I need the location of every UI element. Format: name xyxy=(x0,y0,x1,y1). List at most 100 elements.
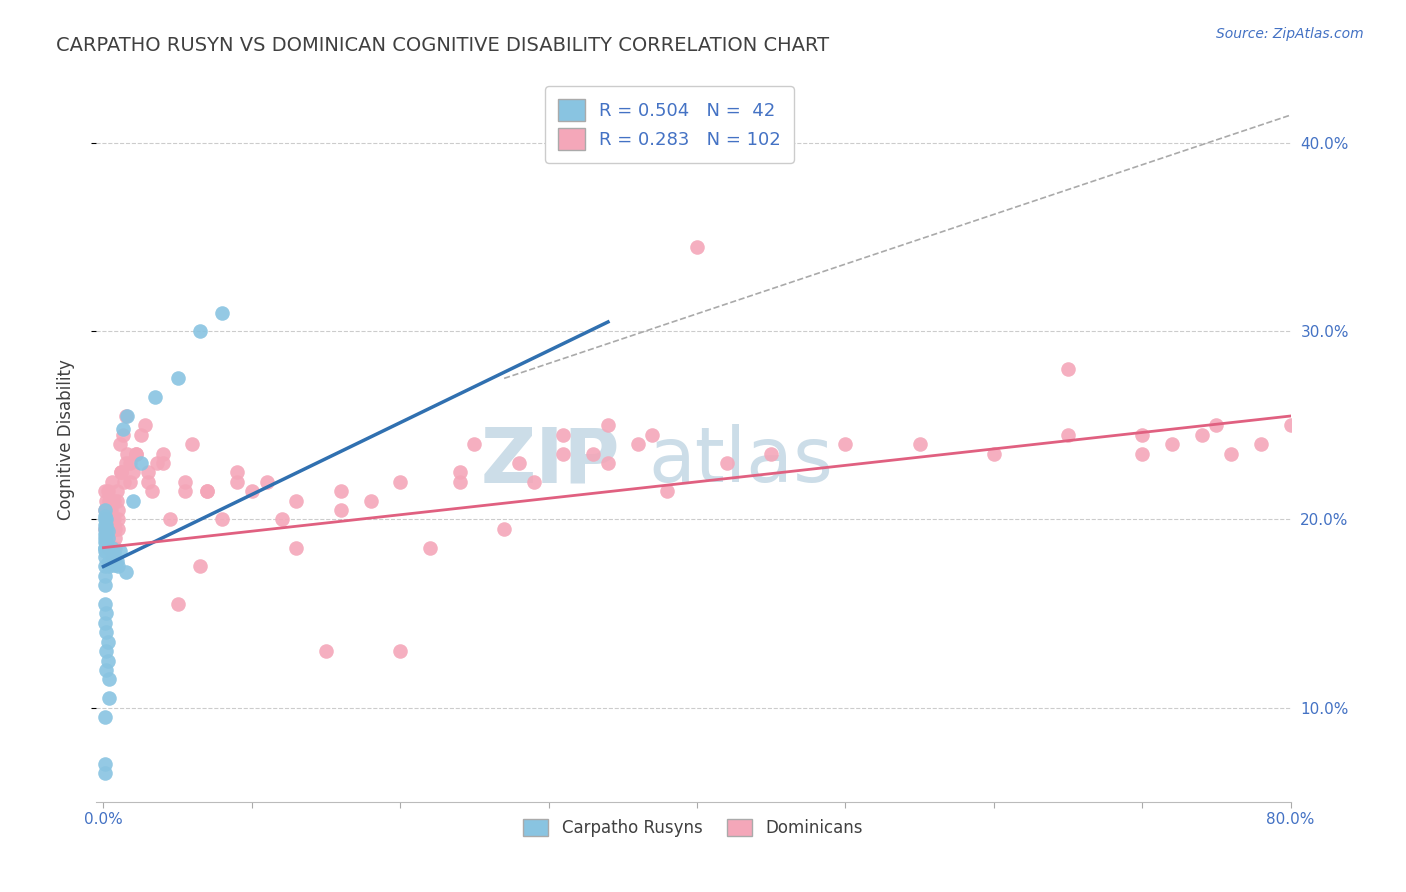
Point xyxy=(129,427,152,442)
Point xyxy=(100,512,122,526)
Point xyxy=(114,565,136,579)
Point xyxy=(596,418,619,433)
Point xyxy=(101,550,124,565)
Point xyxy=(98,546,121,560)
Point xyxy=(97,634,120,648)
Point xyxy=(94,541,117,555)
Point xyxy=(100,546,122,560)
Point xyxy=(96,531,118,545)
Point xyxy=(360,493,382,508)
Point xyxy=(94,508,117,523)
Point xyxy=(834,437,856,451)
Point xyxy=(94,550,117,565)
Point xyxy=(108,437,131,451)
Point xyxy=(523,475,546,489)
Point xyxy=(115,409,138,423)
Point xyxy=(101,475,124,489)
Point xyxy=(120,456,142,470)
Point xyxy=(96,493,118,508)
Point xyxy=(104,558,127,572)
Point xyxy=(96,522,118,536)
Point xyxy=(94,503,117,517)
Point xyxy=(114,456,136,470)
Point xyxy=(174,475,197,489)
Point xyxy=(97,484,120,499)
Point xyxy=(152,447,174,461)
Point xyxy=(101,541,124,555)
Point xyxy=(125,447,148,461)
Point xyxy=(103,493,125,508)
Point xyxy=(103,512,125,526)
Point xyxy=(100,522,122,536)
Point xyxy=(97,541,120,555)
Text: atlas: atlas xyxy=(648,425,834,499)
Point xyxy=(94,766,117,780)
Point xyxy=(761,447,783,461)
Point xyxy=(112,475,135,489)
Point xyxy=(94,710,117,724)
Point xyxy=(449,475,471,489)
Point xyxy=(120,475,142,489)
Point xyxy=(96,527,118,541)
Point xyxy=(166,597,188,611)
Point xyxy=(389,644,412,658)
Point xyxy=(97,531,120,545)
Point xyxy=(111,427,134,442)
Point xyxy=(98,691,121,706)
Point xyxy=(686,240,709,254)
Point xyxy=(98,512,121,526)
Point xyxy=(181,437,204,451)
Point xyxy=(285,541,308,555)
Point xyxy=(104,531,127,545)
Point xyxy=(107,522,129,536)
Point xyxy=(240,484,263,499)
Text: ZIP: ZIP xyxy=(481,425,620,499)
Point xyxy=(641,427,664,442)
Text: CARPATHO RUSYN VS DOMINICAN COGNITIVE DISABILITY CORRELATION CHART: CARPATHO RUSYN VS DOMINICAN COGNITIVE DI… xyxy=(56,36,830,54)
Point xyxy=(104,522,127,536)
Point xyxy=(145,390,167,404)
Point xyxy=(122,493,145,508)
Point xyxy=(329,503,352,517)
Point xyxy=(983,447,1005,461)
Point xyxy=(110,466,132,480)
Point xyxy=(188,324,211,338)
Point xyxy=(94,522,117,536)
Point xyxy=(627,437,650,451)
Point xyxy=(226,475,249,489)
Point xyxy=(94,531,117,545)
Point xyxy=(105,493,128,508)
Point xyxy=(97,531,120,545)
Point xyxy=(125,447,148,461)
Point xyxy=(136,475,159,489)
Point xyxy=(1220,447,1243,461)
Point xyxy=(94,559,117,574)
Point xyxy=(270,512,292,526)
Point xyxy=(211,512,233,526)
Legend: Carpatho Rusyns, Dominicans: Carpatho Rusyns, Dominicans xyxy=(516,813,870,844)
Point xyxy=(110,466,132,480)
Point xyxy=(98,522,121,536)
Point xyxy=(166,371,188,385)
Point xyxy=(908,437,931,451)
Point xyxy=(494,522,516,536)
Point xyxy=(94,569,117,583)
Point xyxy=(553,427,575,442)
Point xyxy=(94,544,117,558)
Point xyxy=(159,512,181,526)
Point xyxy=(329,484,352,499)
Point xyxy=(94,756,117,771)
Point xyxy=(96,512,118,526)
Point xyxy=(716,456,738,470)
Y-axis label: Cognitive Disability: Cognitive Disability xyxy=(58,359,75,520)
Point xyxy=(96,644,118,658)
Point xyxy=(94,518,117,533)
Point xyxy=(107,559,129,574)
Point xyxy=(105,484,128,499)
Point xyxy=(101,550,124,565)
Point xyxy=(1057,362,1080,376)
Point xyxy=(508,456,530,470)
Point xyxy=(97,653,120,667)
Point xyxy=(285,493,308,508)
Point xyxy=(101,541,124,555)
